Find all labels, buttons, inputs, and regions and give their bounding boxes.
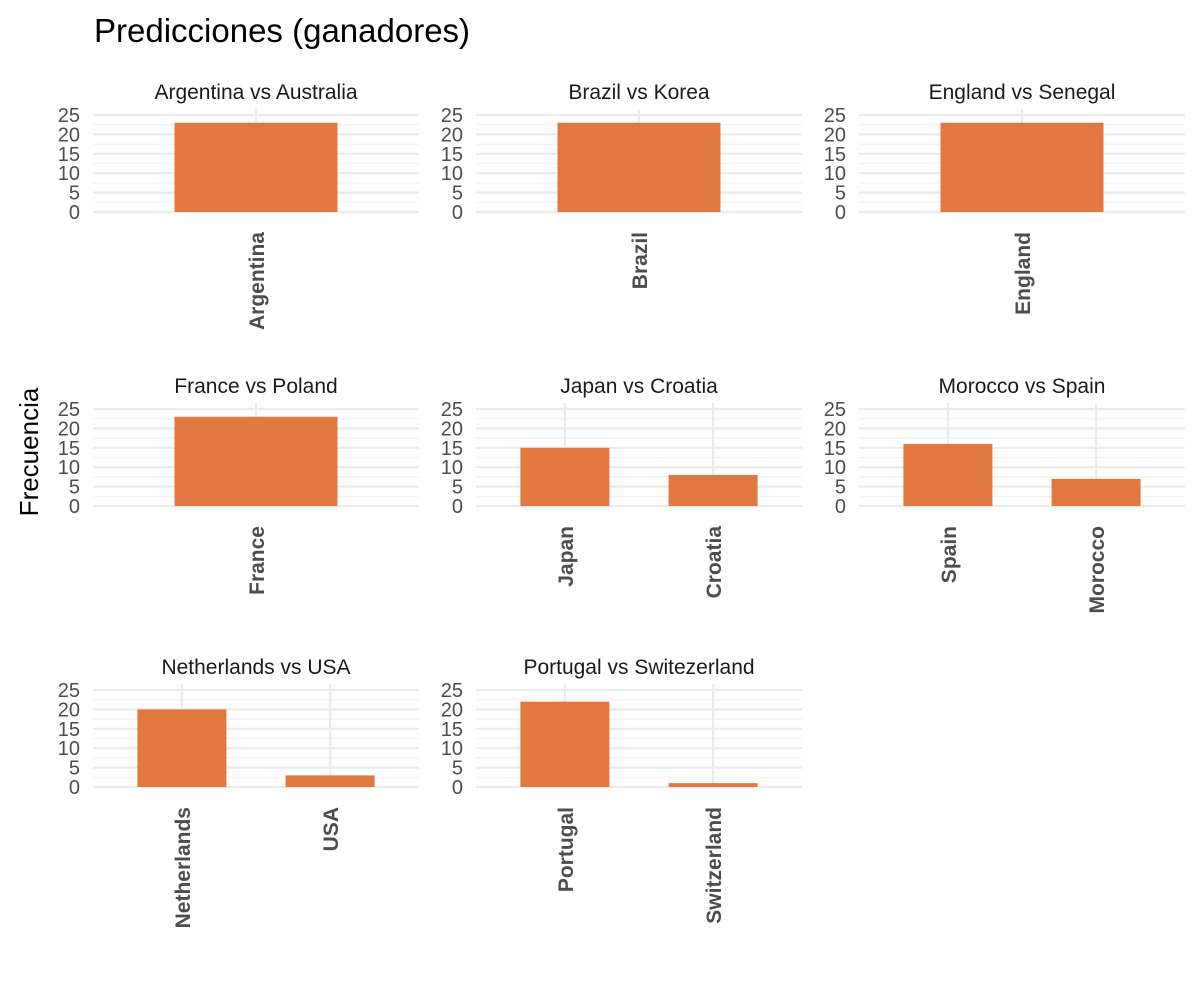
y-tick-label: 15 bbox=[824, 144, 846, 166]
y-tick-label: 10 bbox=[441, 738, 463, 760]
y-tick-label: 5 bbox=[452, 758, 463, 780]
y-tick-label: 25 bbox=[441, 399, 463, 421]
x-tick-label: Switzerland bbox=[703, 807, 726, 924]
y-tick-label: 25 bbox=[58, 680, 80, 702]
y-tick-label: 10 bbox=[58, 457, 80, 479]
panel-title: Portugal vs Switezerland bbox=[523, 656, 754, 679]
y-tick-label: 20 bbox=[58, 124, 80, 146]
y-tick-label: 0 bbox=[835, 496, 846, 518]
y-tick-label: 0 bbox=[69, 202, 80, 224]
y-tick-label: 15 bbox=[58, 438, 80, 460]
y-tick-label: 10 bbox=[824, 457, 846, 479]
x-tick-label: Spain bbox=[938, 526, 961, 583]
y-tick-label: 15 bbox=[58, 144, 80, 166]
y-tick-label: 25 bbox=[824, 399, 846, 421]
y-tick-label: 5 bbox=[69, 183, 80, 205]
y-tick-label: 15 bbox=[58, 719, 80, 741]
bar bbox=[137, 709, 227, 787]
y-tick-label: 25 bbox=[58, 399, 80, 421]
y-tick-label: 10 bbox=[441, 163, 463, 185]
y-tick-label: 10 bbox=[441, 457, 463, 479]
bar bbox=[557, 122, 721, 212]
y-tick-label: 5 bbox=[452, 477, 463, 499]
y-tick-label: 15 bbox=[441, 144, 463, 166]
y-axis-label: Frecuencia bbox=[14, 387, 44, 516]
panel-title: Brazil vs Korea bbox=[568, 81, 710, 104]
y-tick-label: 20 bbox=[58, 418, 80, 440]
y-tick-label: 25 bbox=[441, 105, 463, 127]
panel-title: Argentina vs Australia bbox=[154, 81, 357, 104]
y-tick-label: 10 bbox=[58, 163, 80, 185]
y-tick-label: 20 bbox=[824, 124, 846, 146]
chart-title: Predicciones (ganadores) bbox=[94, 12, 470, 49]
panel-title: France vs Poland bbox=[174, 375, 337, 398]
y-tick-label: 0 bbox=[69, 496, 80, 518]
y-tick-label: 0 bbox=[835, 202, 846, 224]
bar bbox=[520, 447, 610, 506]
bar bbox=[940, 122, 1104, 212]
panel-title: Netherlands vs USA bbox=[161, 656, 350, 679]
bar bbox=[174, 416, 338, 506]
y-tick-label: 0 bbox=[452, 496, 463, 518]
x-tick-label: England bbox=[1012, 232, 1035, 315]
y-tick-label: 15 bbox=[441, 719, 463, 741]
bar bbox=[1051, 478, 1141, 506]
x-tick-label: Japan bbox=[555, 526, 578, 587]
y-tick-label: 20 bbox=[824, 418, 846, 440]
y-tick-label: 5 bbox=[835, 183, 846, 205]
panel-title: Japan vs Croatia bbox=[560, 375, 718, 398]
y-tick-label: 25 bbox=[58, 105, 80, 127]
bar bbox=[174, 122, 338, 212]
bar bbox=[668, 474, 758, 506]
x-tick-label: Morocco bbox=[1086, 526, 1109, 614]
bar bbox=[668, 783, 758, 787]
panels-layer: Argentina vs Australia0510152025Argentin… bbox=[58, 81, 1185, 928]
x-tick-label: USA bbox=[320, 807, 343, 851]
y-tick-label: 25 bbox=[824, 105, 846, 127]
y-tick-label: 15 bbox=[824, 438, 846, 460]
x-tick-label: Argentina bbox=[246, 232, 269, 330]
y-tick-label: 20 bbox=[441, 418, 463, 440]
y-tick-label: 5 bbox=[835, 477, 846, 499]
bar bbox=[903, 443, 993, 506]
panel-title: Morocco vs Spain bbox=[939, 375, 1106, 398]
bar bbox=[285, 775, 375, 787]
panel-title: England vs Senegal bbox=[929, 81, 1116, 104]
x-tick-label: France bbox=[246, 526, 269, 595]
y-tick-label: 20 bbox=[441, 699, 463, 721]
y-tick-label: 0 bbox=[452, 777, 463, 799]
y-tick-label: 15 bbox=[441, 438, 463, 460]
y-tick-label: 20 bbox=[58, 699, 80, 721]
x-tick-label: Portugal bbox=[555, 807, 578, 892]
y-tick-label: 5 bbox=[69, 477, 80, 499]
y-tick-label: 10 bbox=[58, 738, 80, 760]
y-tick-label: 25 bbox=[441, 680, 463, 702]
y-tick-label: 5 bbox=[452, 183, 463, 205]
y-tick-label: 0 bbox=[69, 777, 80, 799]
x-tick-label: Netherlands bbox=[172, 807, 195, 928]
y-tick-label: 10 bbox=[824, 163, 846, 185]
bar bbox=[520, 701, 610, 787]
x-tick-label: Brazil bbox=[629, 232, 652, 289]
y-tick-label: 0 bbox=[452, 202, 463, 224]
x-tick-label: Croatia bbox=[703, 526, 726, 599]
y-tick-label: 20 bbox=[441, 124, 463, 146]
y-tick-label: 5 bbox=[69, 758, 80, 780]
